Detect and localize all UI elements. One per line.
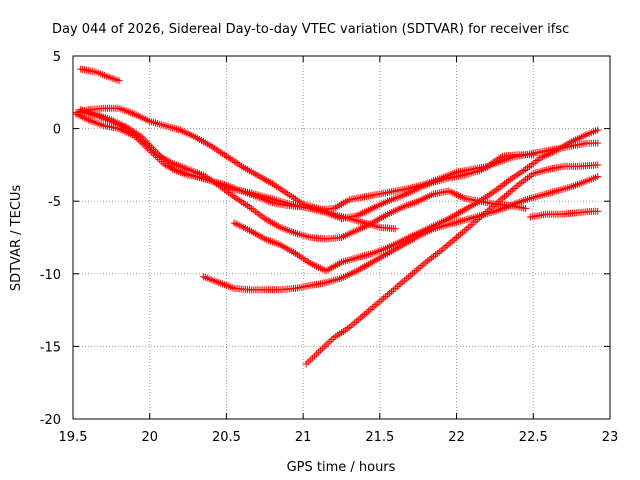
plot-frame [72,55,611,420]
series-track-1 [77,65,123,85]
series-track-7 [199,173,602,294]
data-point [594,161,602,169]
data-point [522,204,530,212]
x-tick-label: 19.5 [59,430,88,445]
plot-area [72,65,602,368]
data-point [594,139,602,147]
x-tick-label: 21 [295,430,312,445]
x-tick-label: 21.5 [365,430,394,445]
y-tick-label: -5 [48,195,61,210]
data-point [391,225,399,233]
series-track-2 [72,104,399,233]
y-tick-label: 5 [53,50,61,65]
x-tick-label: 22 [448,430,465,445]
data-point [594,207,602,215]
axis-ticks: 19.5 20 20.5 21 21.5 22 22.5 23 -20 -15 -10 -5 0 5 [40,50,619,445]
y-tick-label: -15 [40,340,61,355]
y-tick-label: -20 [40,413,61,428]
series-track-9 [526,207,602,221]
x-tick-label: 20.5 [212,430,241,445]
x-tick-label: 23 [602,430,619,445]
chart-title: Day 044 of 2026, Sidereal Day-to-day VTE… [52,22,569,37]
x-tick-label: 22.5 [519,430,548,445]
y-tick-label: -10 [40,268,61,283]
series-track-8 [302,161,602,368]
x-tick-label: 20 [141,430,158,445]
y-tick-label: 0 [53,123,61,138]
y-axis-title: SDTVAR / TECUs [9,185,24,292]
data-point [594,173,602,181]
data-point [594,126,602,134]
series-track-5 [77,106,602,223]
data-point [115,77,123,85]
x-axis-title: GPS time / hours [287,460,396,475]
